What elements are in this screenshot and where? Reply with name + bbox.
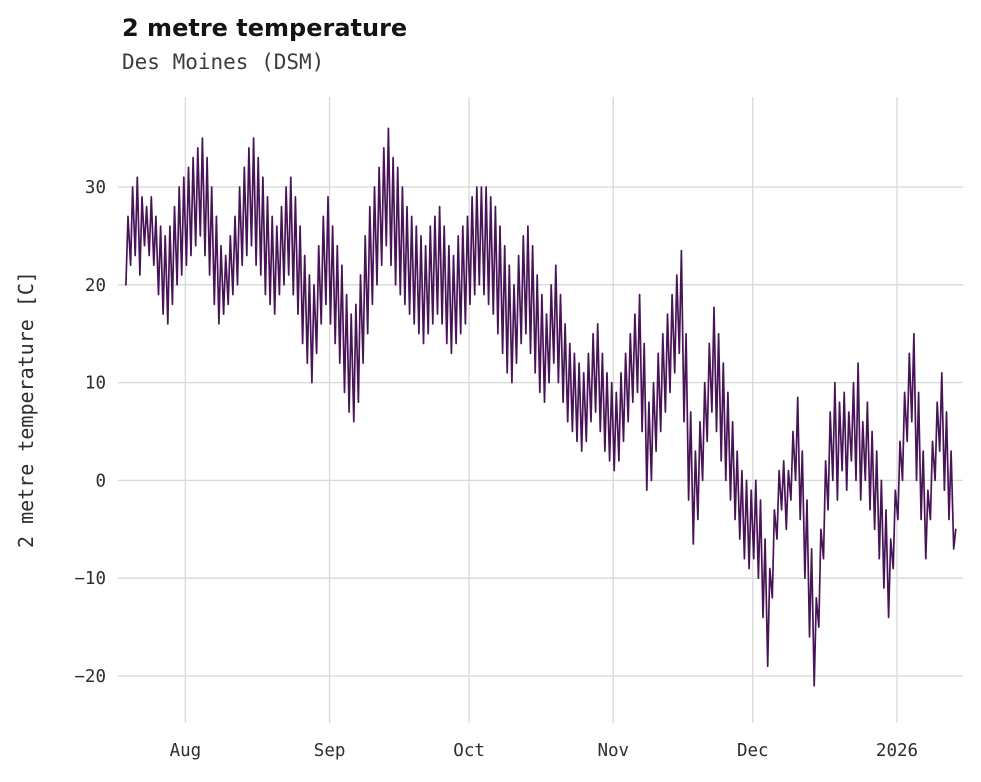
chart-subtitle: Des Moines (DSM) (122, 50, 325, 74)
x-tick-label: Dec (737, 741, 769, 761)
y-tick-label: 30 (85, 178, 106, 198)
x-tick-label: Oct (453, 741, 485, 761)
y-tick-label: 0 (95, 471, 106, 491)
chart-title: 2 metre temperature (122, 14, 408, 42)
x-tick-label: Aug (170, 741, 202, 761)
y-tick-label: −10 (74, 569, 106, 589)
temperature-line (125, 127, 957, 687)
x-tick-label: 2026 (876, 741, 918, 761)
y-tick-label: 20 (85, 276, 106, 296)
y-tick-label: 10 (85, 374, 106, 394)
x-tick-label: Nov (597, 741, 629, 761)
y-tick-label: −20 (74, 667, 106, 687)
x-tick-label: Sep (314, 741, 346, 761)
